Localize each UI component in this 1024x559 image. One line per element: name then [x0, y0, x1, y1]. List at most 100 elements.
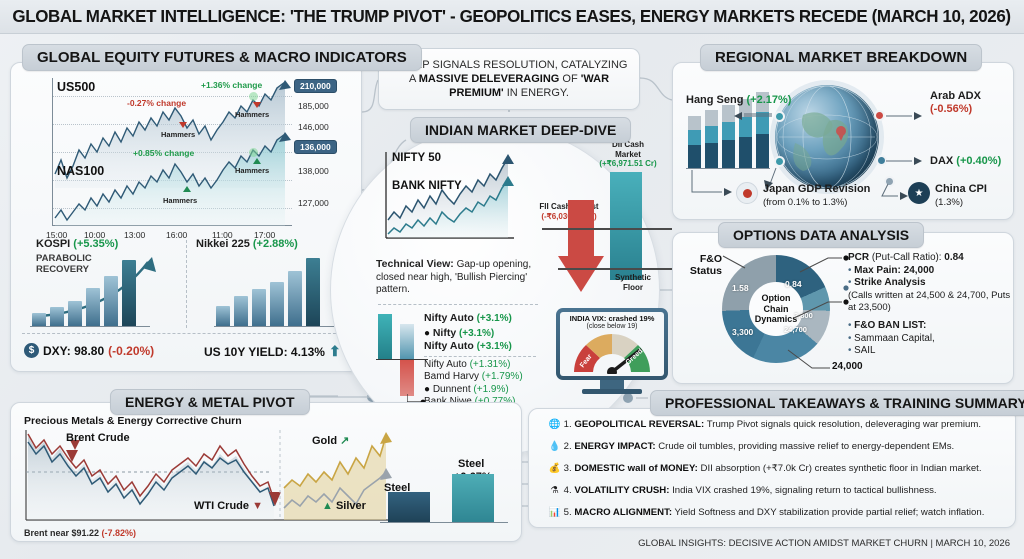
gold-text: Gold	[312, 435, 338, 447]
sector-name-4: Bamd Harvy	[424, 371, 480, 382]
x-label-0: 15:00	[46, 230, 68, 240]
pcr-text: (Put-Call Ratio):	[869, 252, 945, 263]
page-title-bar: GLOBAL MARKET INTELLIGENCE: 'THE TRUMP P…	[0, 0, 1024, 34]
fo-ban-item: • SAIL	[848, 345, 1016, 358]
energy-note-text: Brent near $91.22	[24, 528, 102, 538]
cash-market-flow-chart: DII Cash Market (+₹6,971.51 Cr) FII Cash…	[539, 140, 672, 292]
x-label-1: 10:00	[84, 230, 106, 240]
bullet-dot-icon: •	[848, 345, 852, 357]
steel-bar-chart: Steel Steel +0.67%	[380, 440, 514, 526]
energy-note-change: (-7.82%)	[101, 528, 137, 538]
fo-ban-item: • Sammaan Capital,	[848, 333, 1016, 346]
money-hand-icon: 💰	[548, 463, 561, 474]
donut-callout-24000: 24,000	[832, 361, 863, 372]
technical-view-text: Gap-up opening, closed near high, 'Bulli…	[376, 259, 532, 295]
fo-ban-item-0: Sammaan Capital,	[854, 332, 935, 344]
regional-item-hang-seng: Hang Seng (+2.17%)	[686, 94, 791, 107]
fo-ban-item-1: SAIL	[854, 345, 876, 357]
connector-node	[874, 110, 885, 121]
takeaway-bold-3: DOMESTIC wall of MONEY:	[574, 463, 698, 474]
donut-label-3300: 3,300	[732, 327, 754, 337]
fo-ban-title-row: • F&O BAN LIST:	[848, 320, 1016, 333]
regional-item-japan: Japan GDP Revision (from 0.1% to 1.3%)	[736, 182, 870, 208]
sector-row: Nifty Auto (+1.31%)	[424, 359, 552, 372]
options-bullet-maxpain: • Max Pain: 24,000	[848, 265, 1016, 278]
section-header-regional: REGIONAL MARKET BREAKDOWN	[700, 44, 983, 71]
dii-title: DII Cash Market (+₹6,971.51 Cr)	[588, 140, 668, 169]
dxy-indicator: $ DXY: 98.80 (-0.20%)	[24, 343, 154, 358]
takeaway-row-3: 💰 3. DOMESTIC wall of MONEY: DII absorpt…	[548, 463, 982, 475]
synthetic-floor-line2: Floor	[623, 282, 643, 292]
divider-vertical	[186, 240, 187, 328]
equity-line-chart: US500 NAS100 -0.27% change +1.36% change…	[22, 74, 350, 256]
wti-crude-label: WTI Crude ▼	[194, 500, 263, 512]
series-label-us500: US500	[57, 80, 96, 94]
sector-divider	[424, 355, 536, 357]
globe-icon	[775, 85, 879, 189]
change-label-nas100: +0.85% change	[133, 148, 195, 158]
signal-dot-icon	[249, 148, 258, 157]
y-tag-210000: 210,000	[294, 79, 337, 93]
footer-bold: GLOBAL INSIGHTS	[638, 538, 724, 549]
takeaway-text-4: India VIX crashed 19%, signaling return …	[669, 485, 937, 496]
takeaway-row-4: ⚗ 4. VOLATILITY CRUSH: India VIX crashed…	[548, 485, 937, 497]
takeaways-panel	[528, 408, 1016, 528]
arab-adx-name: Arab ADX	[930, 90, 981, 102]
section-header-equity: GLOBAL EQUITY FUTURES & MACRO INDICATORS	[22, 44, 422, 71]
dii-bar	[610, 172, 642, 280]
option-chain-donut: Option Chain Dynamics 1.58 0.84 3,800 24…	[722, 255, 830, 363]
dollar-icon: $	[24, 343, 39, 358]
hammer-label-4: Hammers	[235, 166, 270, 175]
options-bullet-list: PCR (Put-Call Ratio): 0.84 • Max Pain: 2…	[848, 252, 1016, 358]
divider-horizontal	[22, 333, 346, 334]
y-label-127000: 127,000	[298, 198, 329, 208]
nifty50-label: NIFTY 50	[392, 152, 441, 164]
synthetic-floor-label: Synthetic Floor	[600, 273, 666, 292]
hammer-marker-icon	[183, 186, 191, 192]
bullet-dot-icon: •	[848, 319, 852, 331]
regional-item-dax: DAX (+0.40%)	[930, 155, 1001, 168]
steel-bar-1	[388, 492, 430, 522]
connector-node	[876, 155, 887, 166]
fo-status-line1: F&O	[699, 253, 722, 265]
fo-status-label: F&O Status	[678, 253, 722, 277]
steel-label-right: Steel	[458, 458, 485, 470]
bullet-dot-icon: •	[848, 332, 852, 344]
nikkei-name: Nikkei 225	[196, 238, 250, 250]
fo-status-line2: Status	[689, 265, 722, 277]
strike-detail-text: (Calls written at 24,500 & 24,700, Puts …	[848, 289, 1011, 314]
nikkei-bar-chart: Nikkei 225 (+2.88%)	[194, 238, 349, 330]
us10y-label: US 10Y YIELD: 4.13%	[204, 344, 325, 359]
page-title: GLOBAL MARKET INTELLIGENCE: 'THE TRUMP P…	[12, 6, 1012, 26]
section-header-takeaways: PROFESSIONAL TAKEAWAYS & TRAINING SUMMAR…	[650, 390, 1024, 416]
takeaway-bold-2: ENERGY IMPACT:	[574, 441, 656, 452]
vix-subtitle: (close below 19)	[586, 323, 638, 330]
monitor-base	[582, 389, 642, 394]
takeaway-bold-1: GEOPOLITICAL REVERSAL:	[574, 419, 705, 430]
india-vix-monitor: INDIA VIX: crashed 19% (close below 19) …	[556, 308, 668, 394]
energy-note: Brent near $91.22 (-7.82%)	[24, 528, 136, 538]
maxpain-bold: Max Pain: 24,000	[854, 264, 935, 276]
takeaway-text-5: Yield Softness and DXY stabilization pro…	[672, 507, 985, 518]
footer-text: : DECISIVE ACTION AMIDST MARKET CHURN | …	[723, 538, 1010, 549]
x-label-2: 13:00	[124, 230, 146, 240]
sector-candle-red	[400, 360, 414, 396]
dii-line2: Market	[615, 149, 641, 159]
sector-candle-teal	[378, 314, 392, 360]
up-arrow-icon: ⬆	[328, 343, 341, 359]
hammer-label-3: Hammers	[163, 196, 198, 205]
japan-gdp-value: (from 0.1% to 1.3%)	[763, 197, 848, 208]
connector-node	[774, 111, 785, 122]
hammer-label-2: Hammers	[235, 110, 270, 119]
signal-dot-icon	[249, 92, 258, 101]
brent-crude-label: Brent Crude	[66, 432, 130, 444]
level-line-upper	[542, 228, 672, 230]
dii-line1: DII Cash	[611, 140, 644, 149]
wti-crude-text: WTI Crude	[194, 500, 249, 512]
change-label-us500-pos: +1.36% change	[201, 80, 263, 90]
kospi-bar-chart: KOSPI (+5.35%) PARABOLIC RECOVERY	[24, 238, 184, 330]
options-bullet-strike: • Strike Analysis	[848, 277, 1016, 290]
nifty-line-chart: NIFTY 50 BANK NIFTY	[378, 148, 518, 248]
sector-name-6: Bank Niwe	[424, 396, 472, 407]
globe-icon: 🌐	[548, 419, 561, 430]
